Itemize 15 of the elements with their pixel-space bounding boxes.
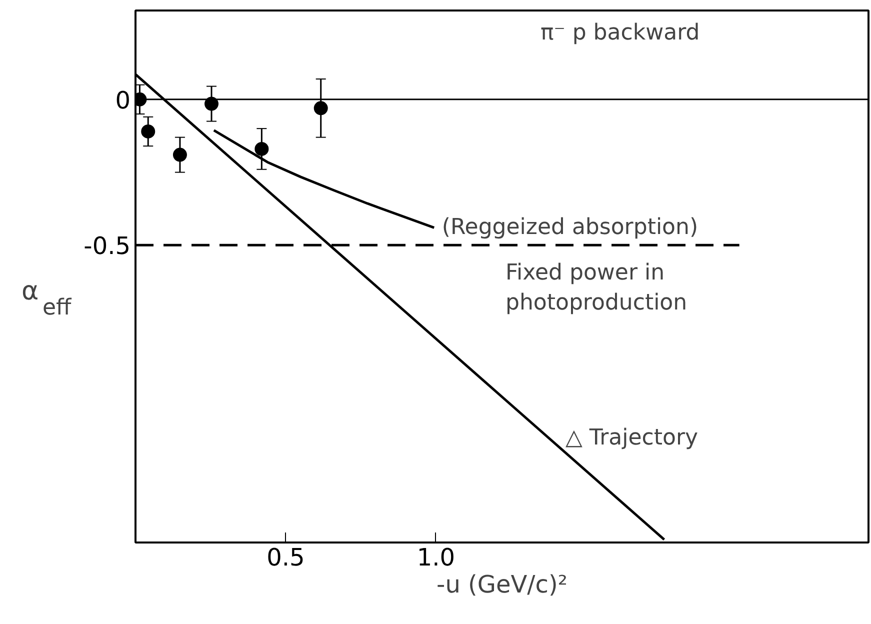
annotation: △ Trajectory bbox=[566, 426, 698, 450]
y-tick-label: -0.5 bbox=[84, 232, 130, 260]
point bbox=[314, 101, 328, 116]
point bbox=[141, 124, 156, 138]
annotation: (Reggeized absorption) bbox=[442, 215, 698, 240]
annotation: Fixed power in photoproduction bbox=[506, 260, 688, 316]
y-tick-label: 0 bbox=[115, 86, 131, 114]
point bbox=[172, 148, 187, 162]
x-tick-label: 1.0 bbox=[416, 544, 455, 572]
point bbox=[254, 142, 269, 156]
line-series bbox=[212, 129, 436, 229]
x-axis-title: -u (GeV/c)² bbox=[436, 570, 568, 598]
x-tick-label: 0.5 bbox=[266, 544, 305, 572]
annotation: π⁻ p backward bbox=[540, 20, 700, 46]
point bbox=[204, 96, 219, 111]
